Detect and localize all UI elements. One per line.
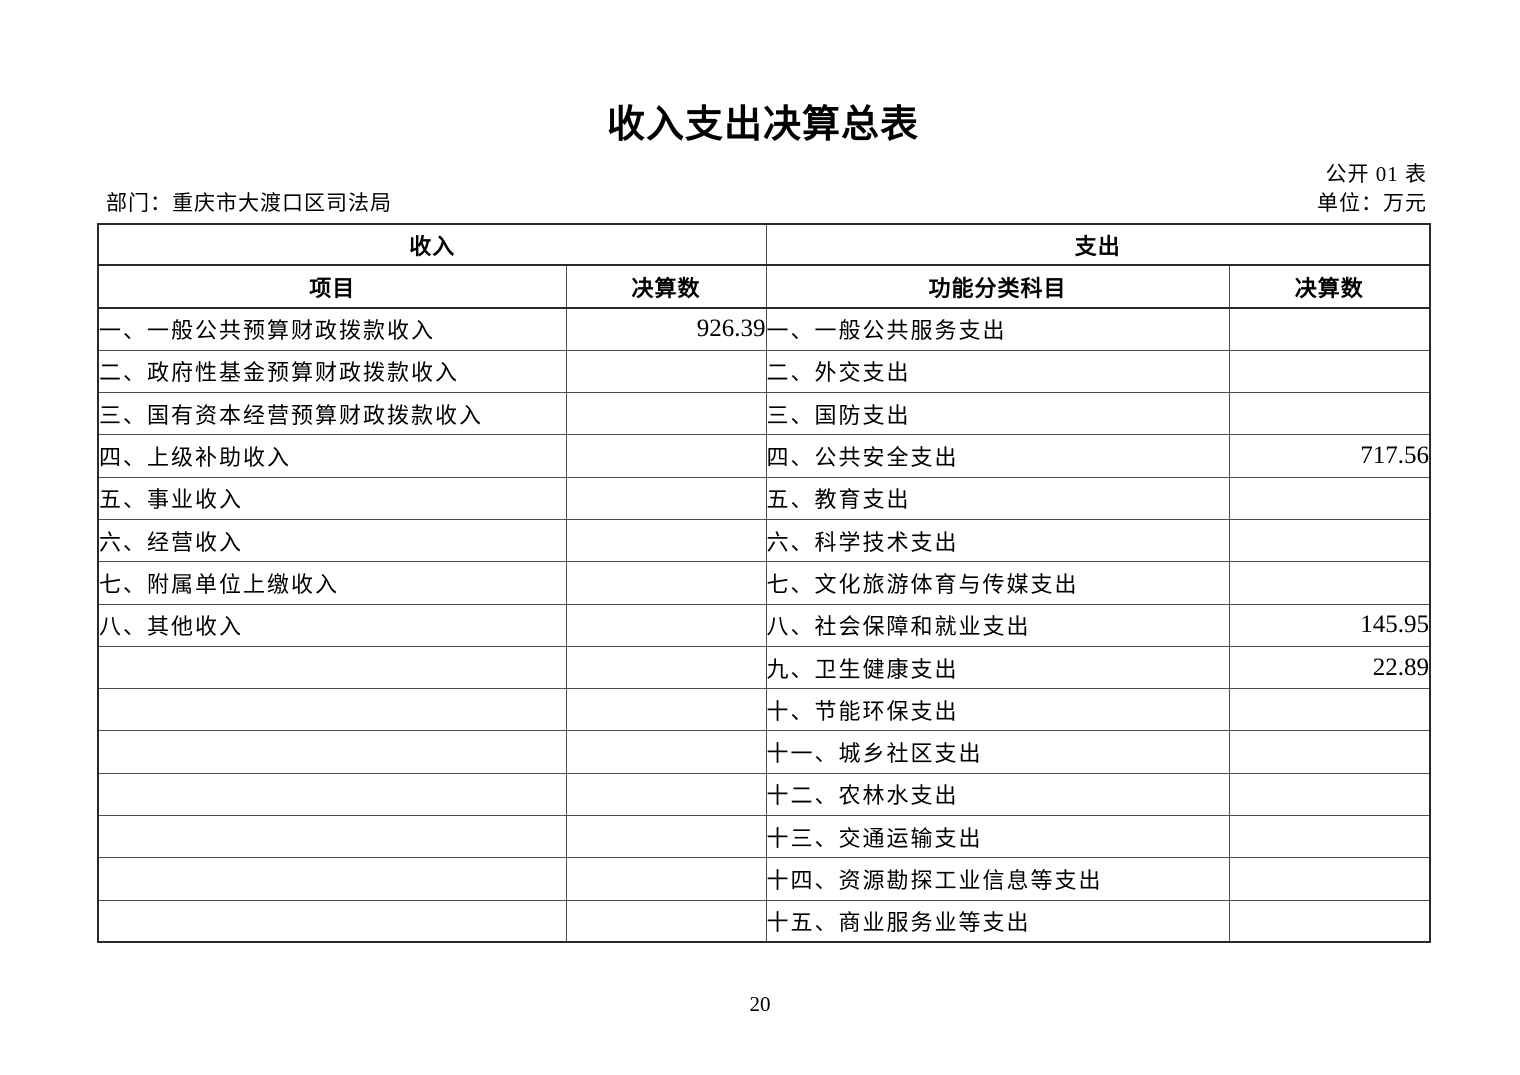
document-content: 收入支出决算总表 公开 01 表 部门：重庆市大渡口区司法局 单位：万元 收入 … [97, 0, 1432, 1016]
expense-amount-cell [1228, 899, 1431, 943]
column-header-row: 项目 决算数 功能分类科目 决算数 [97, 264, 1431, 309]
income-item-cell: 四、上级补助收入 [97, 434, 567, 478]
expense-item-column-header: 功能分类科目 [765, 264, 1230, 309]
income-amount-cell [565, 349, 767, 394]
income-amount-column-header: 决算数 [565, 264, 767, 309]
section-header-row: 收入 支出 [97, 223, 1431, 266]
page-title: 收入支出决算总表 [606, 104, 919, 146]
expense-item-cell: 三、国防支出 [765, 392, 1230, 436]
page-number: 20 [749, 992, 771, 1017]
budget-table: 收入 支出 项目 决算数 功能分类科目 决算数 一、一般公共预算财政拨款收入 92… [97, 223, 1432, 944]
table-row: 十四、资源勘探工业信息等支出 [97, 857, 1431, 901]
table-body: 一、一般公共预算财政拨款收入 926.39 一、一般公共服务支出 二、政府性基金预算财… [97, 307, 1431, 943]
table-row: 三、国有资本经营预算财政拨款收入 三、国防支出 [97, 392, 1431, 436]
table-row: 四、上级补助收入 四、公共安全支出 717.56 [97, 434, 1431, 478]
income-item-cell: 七、附属单位上缴收入 [97, 561, 567, 605]
expense-amount-cell [1228, 392, 1431, 436]
expense-item-cell: 六、科学技术支出 [765, 518, 1230, 563]
income-item-cell [97, 730, 567, 774]
expense-item-cell: 十五、商业服务业等支出 [765, 899, 1230, 943]
income-amount-cell [565, 857, 767, 901]
expense-amount-cell: 22.89 [1228, 645, 1431, 690]
income-item-cell: 五、事业收入 [97, 476, 567, 520]
income-amount-cell [565, 645, 767, 690]
income-item-cell [97, 688, 567, 732]
income-amount-cell [565, 730, 767, 774]
meta-row: 部门：重庆市大渡口区司法局 单位：万元 [97, 190, 1429, 216]
income-amount-cell [565, 603, 767, 647]
expense-item-cell: 九、卫生健康支出 [765, 645, 1230, 690]
table-row: 十二、农林水支出 [97, 772, 1431, 817]
income-item-cell [97, 815, 567, 859]
expense-item-cell: 十四、资源勘探工业信息等支出 [765, 857, 1230, 901]
expense-amount-cell [1228, 857, 1431, 901]
expense-amount-cell: 145.95 [1228, 603, 1431, 647]
table-row: 六、经营收入 六、科学技术支出 [97, 518, 1431, 563]
expense-amount-cell [1228, 815, 1431, 859]
income-amount-cell [565, 772, 767, 817]
income-item-cell [97, 645, 567, 690]
income-item-cell [97, 857, 567, 901]
income-amount-cell [565, 899, 767, 943]
expense-item-cell: 八、社会保障和就业支出 [765, 603, 1230, 647]
expense-amount-cell [1228, 476, 1431, 520]
expense-amount-cell: 717.56 [1228, 434, 1431, 478]
income-amount-cell [565, 518, 767, 563]
income-item-cell: 八、其他收入 [97, 603, 567, 647]
income-amount-cell [565, 561, 767, 605]
table-row: 八、其他收入 八、社会保障和就业支出 145.95 [97, 603, 1431, 647]
income-amount-cell [565, 688, 767, 732]
expense-item-cell: 十三、交通运输支出 [765, 815, 1230, 859]
expense-amount-cell [1228, 561, 1431, 605]
income-amount-cell [565, 392, 767, 436]
table-row: 七、附属单位上缴收入 七、文化旅游体育与传媒支出 [97, 561, 1431, 605]
table-row: 十、节能环保支出 [97, 688, 1431, 732]
unit-label: 单位：万元 [1317, 191, 1427, 215]
income-item-column-header: 项目 [97, 264, 567, 309]
table-row: 五、事业收入 五、教育支出 [97, 476, 1431, 520]
department-label: 部门：重庆市大渡口区司法局 [106, 191, 392, 215]
expense-item-cell: 七、文化旅游体育与传媒支出 [765, 561, 1230, 605]
table-row: 十五、商业服务业等支出 [97, 899, 1431, 943]
table-code-label: 公开 01 表 [1325, 162, 1427, 186]
income-amount-cell: 926.39 [565, 307, 767, 351]
table-row: 一、一般公共预算财政拨款收入 926.39 一、一般公共服务支出 [97, 307, 1431, 351]
expense-amount-column-header: 决算数 [1228, 264, 1431, 309]
expense-item-cell: 十二、农林水支出 [765, 772, 1230, 817]
expense-amount-cell [1228, 730, 1431, 774]
expense-amount-cell [1228, 518, 1431, 563]
income-item-cell: 三、国有资本经营预算财政拨款收入 [97, 392, 567, 436]
income-item-cell [97, 772, 567, 817]
table-row: 十三、交通运输支出 [97, 815, 1431, 859]
table-header: 收入 支出 项目 决算数 功能分类科目 决算数 [97, 223, 1431, 309]
income-item-cell: 六、经营收入 [97, 518, 567, 563]
table-row: 十一、城乡社区支出 [97, 730, 1431, 774]
expense-item-cell: 五、教育支出 [765, 476, 1230, 520]
income-item-cell: 二、政府性基金预算财政拨款收入 [97, 349, 567, 394]
expense-amount-cell [1228, 349, 1431, 394]
expense-item-cell: 四、公共安全支出 [765, 434, 1230, 478]
expense-amount-cell [1228, 688, 1431, 732]
table-row: 九、卫生健康支出 22.89 [97, 645, 1431, 690]
income-amount-cell [565, 434, 767, 478]
expense-amount-cell [1228, 772, 1431, 817]
expense-section-header: 支出 [765, 223, 1431, 266]
expense-amount-cell [1228, 307, 1431, 351]
income-amount-cell [565, 815, 767, 859]
expense-item-cell: 一、一般公共服务支出 [765, 307, 1230, 351]
income-amount-cell [565, 476, 767, 520]
income-item-cell [97, 899, 567, 943]
expense-item-cell: 十、节能环保支出 [765, 688, 1230, 732]
expense-item-cell: 二、外交支出 [765, 349, 1230, 394]
income-section-header: 收入 [97, 223, 767, 266]
expense-item-cell: 十一、城乡社区支出 [765, 730, 1230, 774]
table-row: 二、政府性基金预算财政拨款收入 二、外交支出 [97, 349, 1431, 394]
income-item-cell: 一、一般公共预算财政拨款收入 [97, 307, 567, 351]
